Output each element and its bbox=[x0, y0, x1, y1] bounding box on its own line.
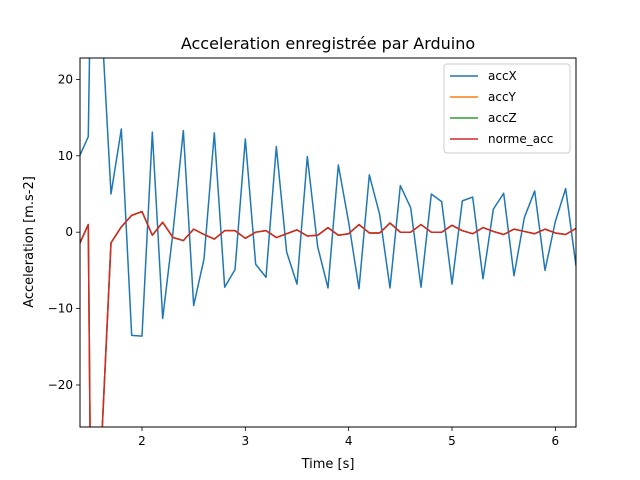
legend-label-norme_acc: norme_acc bbox=[488, 132, 553, 146]
y-tick-label: −10 bbox=[48, 302, 73, 316]
x-tick-label: 4 bbox=[345, 434, 353, 448]
y-tick-label: −20 bbox=[48, 378, 73, 392]
series-line-accX bbox=[80, 58, 576, 337]
y-axis-label: Acceleration [m.s-2] bbox=[22, 176, 37, 308]
series-line-norme_acc bbox=[80, 210, 576, 427]
legend-box bbox=[443, 63, 571, 154]
y-tick-label: 0 bbox=[65, 225, 73, 239]
legend-label-accZ: accZ bbox=[488, 111, 517, 125]
legend-label-accY: accY bbox=[488, 90, 517, 104]
x-axis-label: Time [s] bbox=[301, 457, 355, 472]
x-tick-label: 5 bbox=[448, 434, 456, 448]
x-tick-label: 3 bbox=[242, 434, 250, 448]
x-tick-label: 6 bbox=[552, 434, 560, 448]
x-tick-label: 2 bbox=[138, 434, 146, 448]
legend: accX accY accZ norme_acc bbox=[443, 63, 571, 154]
plot-lines bbox=[80, 58, 576, 427]
plot-frame bbox=[79, 57, 577, 428]
legend-label-accX: accX bbox=[488, 69, 517, 83]
chart-title: Acceleration enregistrée par Arduino bbox=[181, 34, 475, 53]
x-axis-ticks: 2 3 4 5 6 bbox=[138, 427, 559, 448]
y-axis-ticks: −20 −10 0 10 20 bbox=[48, 72, 80, 392]
y-tick-label: 10 bbox=[58, 149, 73, 163]
y-tick-label: 20 bbox=[58, 72, 73, 86]
